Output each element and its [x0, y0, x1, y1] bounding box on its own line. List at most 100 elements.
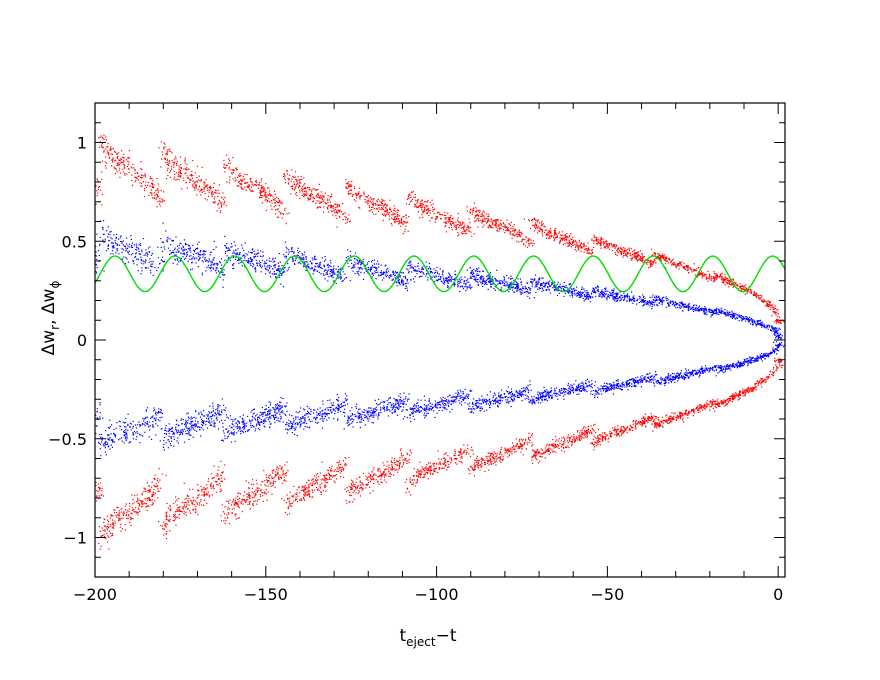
- scatter-point: [390, 222, 392, 225]
- scatter-point: [294, 187, 296, 189]
- scatter-point: [311, 197, 313, 199]
- scatter-point: [372, 478, 374, 480]
- scatter-point: [167, 164, 170, 166]
- scatter-point: [355, 193, 357, 196]
- scatter-point: [260, 490, 262, 492]
- scatter-point: [174, 516, 176, 518]
- scatter-point: [244, 178, 246, 180]
- scatter-point: [176, 172, 178, 174]
- scatter-point: [167, 163, 169, 165]
- scatter-point: [753, 293, 755, 295]
- scatter-point: [403, 462, 405, 464]
- scatter-point: [99, 530, 101, 532]
- scatter-point: [701, 406, 703, 408]
- scatter-point: [636, 423, 638, 425]
- scatter-point: [653, 419, 655, 421]
- scatter-point: [499, 456, 501, 458]
- scatter-point: [530, 242, 532, 244]
- scatter-point: [358, 187, 361, 189]
- scatter-point: [534, 217, 536, 219]
- scatter-point: [645, 419, 647, 422]
- scatter-point: [504, 447, 506, 449]
- scatter-point: [703, 275, 705, 277]
- scatter-point: [105, 139, 108, 141]
- scatter-point: [348, 214, 350, 216]
- scatter-point: [466, 210, 468, 212]
- scatter-point: [101, 142, 103, 144]
- scatter-point: [182, 507, 184, 509]
- scatter-point: [279, 465, 281, 467]
- scatter-point: [513, 224, 515, 226]
- scatter-point: [156, 197, 158, 199]
- scatter-point: [444, 464, 446, 466]
- scatter-point: [304, 186, 306, 189]
- scatter-point: [643, 422, 645, 424]
- scatter-point: [170, 166, 173, 168]
- scatter-point: [472, 449, 474, 451]
- scatter-point: [461, 223, 463, 225]
- scatter-point: [651, 415, 653, 417]
- scatter-point: [331, 193, 333, 195]
- scatter-point: [265, 477, 267, 479]
- scatter-point: [223, 166, 225, 168]
- scatter-point: [598, 242, 600, 244]
- scatter-point: [108, 530, 110, 532]
- scatter-point: [241, 499, 243, 501]
- scatter-point: [741, 285, 743, 287]
- scatter-point: [281, 466, 283, 468]
- scatter-point: [260, 178, 263, 180]
- scatter-point: [567, 441, 569, 444]
- scatter-point: [767, 303, 769, 305]
- scatter-point: [564, 234, 566, 236]
- scatter-point: [303, 177, 305, 179]
- scatter-point: [386, 461, 388, 463]
- scatter-point: [413, 475, 415, 477]
- scatter-point: [178, 178, 180, 181]
- scatter-point: [552, 443, 554, 445]
- scatter-point: [315, 202, 317, 204]
- scatter-point: [442, 214, 444, 216]
- scatter-point: [394, 469, 396, 471]
- scatter-point: [418, 476, 420, 478]
- scatter-point: [148, 194, 150, 196]
- scatter-point: [655, 257, 657, 260]
- scatter-point: [519, 446, 521, 448]
- scatter-point: [394, 219, 396, 221]
- scatter-point: [338, 462, 340, 464]
- scatter-point: [778, 363, 781, 365]
- scatter-point: [549, 232, 551, 234]
- scatter-point: [318, 206, 320, 208]
- scatter-point: [514, 234, 516, 236]
- scatter-point: [251, 190, 253, 192]
- scatter-point: [231, 173, 233, 175]
- scatter-point: [453, 222, 455, 224]
- scatter-point: [137, 500, 139, 502]
- scatter-point: [519, 232, 521, 234]
- scatter-point: [679, 265, 681, 267]
- scatter-point: [213, 182, 215, 184]
- scatter-point: [370, 202, 372, 204]
- scatter-point: [235, 179, 237, 181]
- scatter-point: [739, 397, 741, 399]
- scatter-point: [174, 173, 176, 175]
- scatter-point: [148, 485, 150, 487]
- scatter-point: [365, 487, 367, 489]
- scatter-point: [698, 408, 700, 410]
- scatter-point: [201, 494, 203, 496]
- scatter-point: [605, 436, 607, 438]
- scatter-point: [468, 469, 470, 471]
- scatter-point: [430, 473, 432, 475]
- scatter-point: [106, 150, 108, 152]
- scatter-point: [106, 152, 108, 154]
- scatter-point: [603, 247, 605, 249]
- scatter-point: [508, 230, 510, 232]
- scatter-point: [429, 202, 431, 204]
- scatter-point: [622, 251, 624, 253]
- scatter-point: [204, 182, 206, 184]
- scatter-point: [464, 232, 466, 234]
- scatter-point: [343, 467, 345, 470]
- scatter-point: [573, 436, 575, 438]
- scatter-point: [405, 214, 407, 216]
- scatter-point: [147, 489, 149, 491]
- scatter-point: [471, 235, 473, 237]
